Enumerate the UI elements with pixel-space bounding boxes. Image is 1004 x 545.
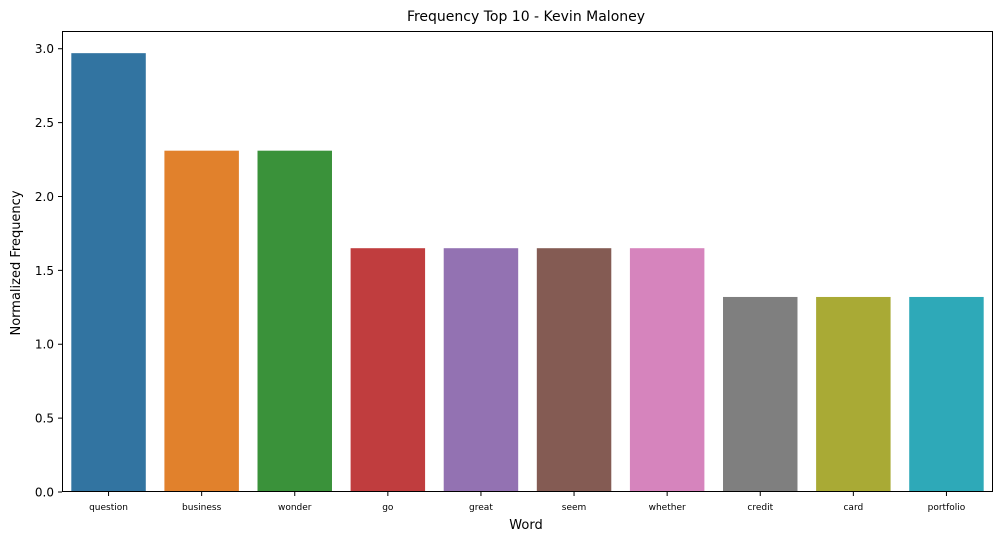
chart-title: Frequency Top 10 - Kevin Maloney — [407, 9, 645, 25]
x-tick-label: card — [843, 503, 863, 513]
bar-whether — [629, 248, 705, 492]
x-tick-label: seem — [562, 503, 587, 513]
bar-seem — [536, 248, 612, 492]
x-tick-label: go — [382, 503, 394, 513]
y-tick-label: 2.0 — [35, 190, 54, 204]
bar-wonder — [257, 150, 332, 493]
x-tick-label: portfolio — [928, 503, 966, 513]
x-axis-label: Word — [509, 518, 542, 533]
ticks-layer: question business wonder go great seem whether… — [35, 42, 966, 513]
bar-business — [164, 150, 239, 493]
x-tick-label: credit — [747, 503, 773, 513]
x-tick-label: business — [182, 503, 222, 513]
bar-go — [350, 248, 426, 492]
y-tick-label: 3.0 — [35, 42, 54, 56]
y-tick-label: 2.5 — [35, 116, 54, 130]
bars-layer — [71, 53, 984, 493]
bar-portfolio — [909, 296, 984, 492]
y-axis-label: Normalized Frequency — [9, 190, 24, 335]
x-tick-label: question — [89, 503, 128, 513]
y-tick-label: 1.5 — [35, 264, 54, 278]
x-tick-label: wonder — [278, 503, 312, 513]
bar-credit — [723, 296, 798, 492]
bar-card — [816, 296, 891, 492]
y-tick-label: 1.0 — [35, 338, 54, 352]
x-tick-label: great — [469, 503, 493, 513]
x-tick-label: whether — [649, 503, 686, 513]
bar-question — [71, 53, 146, 493]
y-tick-label: 0.5 — [35, 412, 54, 426]
bar-great — [443, 248, 519, 492]
plot-frame — [62, 31, 993, 492]
y-tick-label: 0.0 — [35, 486, 54, 500]
